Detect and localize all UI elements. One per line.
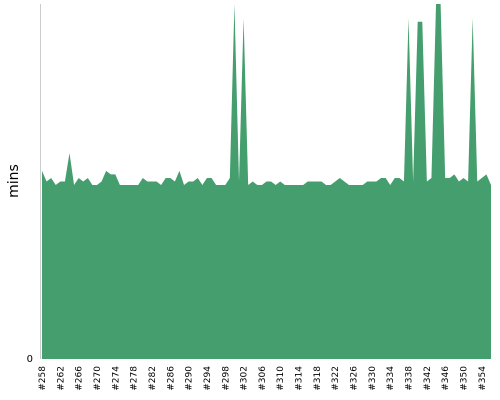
x-tick-label: #270 bbox=[93, 366, 103, 391]
x-tick-label: #294 bbox=[203, 366, 213, 391]
x-tick-label: #310 bbox=[276, 366, 286, 391]
x-tick-label: #262 bbox=[56, 366, 66, 391]
x-axis-ticks: #258 #262 #266 #270 #274 #278 #282 #286 #290 #294… bbox=[38, 366, 488, 391]
x-tick-label: #338 bbox=[405, 366, 415, 391]
x-tick-label: #290 bbox=[185, 366, 195, 391]
x-tick-label: #286 bbox=[166, 366, 176, 391]
x-tick-label: #346 bbox=[441, 366, 451, 391]
x-tick-label: #266 bbox=[75, 366, 85, 391]
y-axis-ticks: 0 bbox=[27, 354, 33, 365]
x-tick-label: #342 bbox=[423, 366, 433, 391]
x-tick-label: #318 bbox=[313, 366, 323, 391]
x-tick-label: #330 bbox=[368, 366, 378, 391]
x-tick-label: #350 bbox=[460, 366, 470, 391]
x-tick-label: #258 bbox=[38, 366, 48, 391]
x-tick-label: #306 bbox=[258, 366, 268, 391]
x-tick-label: #282 bbox=[148, 366, 158, 391]
series-area bbox=[42, 4, 491, 359]
x-tick-label: #298 bbox=[221, 366, 231, 391]
x-tick-label: #354 bbox=[478, 366, 488, 391]
x-tick-label: #302 bbox=[240, 366, 250, 391]
x-tick-label: #314 bbox=[295, 366, 305, 391]
x-tick-label: #274 bbox=[111, 366, 121, 391]
x-tick-label: #278 bbox=[130, 366, 140, 391]
x-tick-label: #322 bbox=[331, 366, 341, 391]
x-tick-label: #326 bbox=[350, 366, 360, 391]
y-tick-label: 0 bbox=[27, 354, 33, 365]
plot-area bbox=[40, 4, 491, 359]
x-tick-label: #334 bbox=[386, 366, 396, 391]
y-axis-label: mins bbox=[6, 164, 22, 198]
